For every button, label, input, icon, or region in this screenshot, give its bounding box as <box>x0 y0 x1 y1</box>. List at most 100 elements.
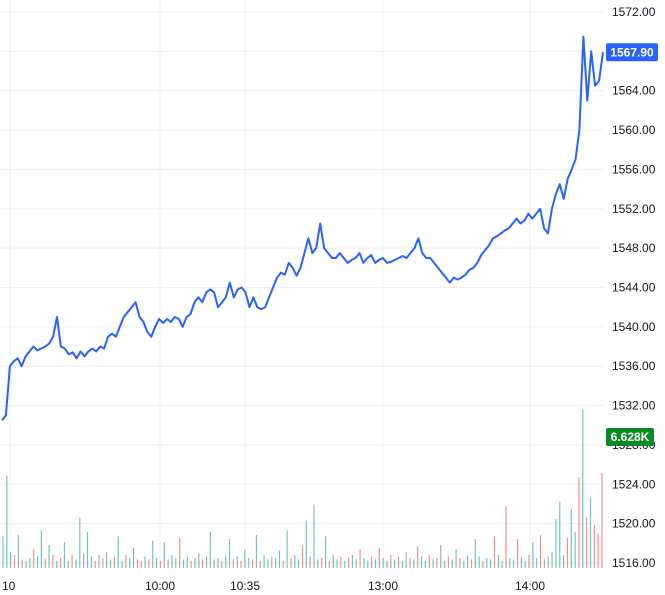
volume-bar <box>443 560 446 568</box>
volume-bar <box>539 534 542 568</box>
volume-bar <box>524 560 526 568</box>
volume-bar <box>390 555 392 568</box>
volume-bar <box>6 475 8 568</box>
volume-bar <box>340 556 342 568</box>
volume-bar <box>86 532 89 568</box>
y-tick-label: 1536.00 <box>612 359 656 373</box>
volume-bar <box>336 559 338 568</box>
volume-bar <box>455 549 457 568</box>
volume-bar <box>551 552 553 568</box>
volume-bar <box>25 560 27 568</box>
volume-bar <box>317 559 319 568</box>
volume-bars <box>2 409 603 568</box>
volume-bar <box>301 544 304 568</box>
volume-bar <box>271 556 273 568</box>
volume-bar <box>589 497 592 568</box>
volume-bar <box>221 560 223 568</box>
price-line <box>1 35 604 421</box>
volume-bar <box>378 547 380 568</box>
volume-bar <box>21 559 23 568</box>
volume-bar <box>102 557 104 568</box>
volume-bar <box>186 556 188 568</box>
volume-bar <box>182 559 185 568</box>
volume-bar <box>447 556 450 568</box>
volume-bar <box>152 540 154 568</box>
volume-bar <box>313 504 315 568</box>
volume-bar <box>10 552 12 568</box>
volume-bar <box>121 560 123 568</box>
volume-bar <box>520 556 522 568</box>
volume-bar <box>321 557 323 568</box>
volume-bar <box>71 555 73 568</box>
y-tick-label: 1520.00 <box>612 517 656 531</box>
volume-bar <box>13 555 16 568</box>
volume-bar <box>179 537 181 568</box>
volume-bar <box>79 517 81 568</box>
volume-bar <box>482 560 484 568</box>
volume-bar <box>83 553 85 568</box>
volume-bar <box>232 559 234 568</box>
y-tick-label: 1524.00 <box>612 477 656 491</box>
volume-bar <box>59 557 62 568</box>
volume-bar <box>2 536 4 568</box>
volume-bar <box>593 524 595 568</box>
volume-bar <box>374 559 377 568</box>
volume-bar <box>209 532 211 568</box>
volume-bar <box>543 559 546 568</box>
y-tick-label: 1516.00 <box>612 556 656 570</box>
volume-bar <box>355 559 357 568</box>
volume-bar <box>555 519 557 568</box>
y-axis[interactable]: 1572.001568.001564.001560.001556.001552.… <box>612 5 656 570</box>
volume-bar <box>248 557 250 568</box>
volume-bar <box>574 532 576 568</box>
last-volume-badge: 6.628K <box>606 428 654 446</box>
volume-bar <box>282 560 284 568</box>
y-tick-label: 1540.00 <box>612 320 656 334</box>
volume-bar <box>163 542 165 568</box>
volume-bar <box>52 555 54 568</box>
x-axis[interactable]: 10 10:00 10:35 13:00 14:00 <box>2 579 545 593</box>
volume-bar <box>240 560 242 568</box>
volume-bar <box>528 555 530 568</box>
volume-bar <box>194 557 196 568</box>
volume-bar <box>286 530 288 568</box>
volume-bar <box>509 557 511 568</box>
volume-bar <box>113 556 115 568</box>
volume-bar <box>117 536 119 568</box>
volume-bar <box>436 557 438 568</box>
volume-bar <box>493 536 496 568</box>
volume-bar <box>409 557 411 568</box>
volume-bar <box>501 560 503 568</box>
last-price-badge: 1567.90 <box>606 43 658 62</box>
volume-bar <box>144 556 146 568</box>
volume-bar <box>225 555 227 568</box>
volume-bar <box>202 559 204 568</box>
volume-bar <box>386 560 388 568</box>
volume-bar <box>136 559 138 568</box>
y-tick-label: 1548.00 <box>612 241 656 255</box>
volume-bar <box>570 508 572 568</box>
volume-bar <box>198 553 200 568</box>
volume-bar <box>171 555 173 568</box>
volume-bar <box>132 547 135 568</box>
volume-bar <box>263 555 265 568</box>
volume-bar <box>467 555 469 568</box>
volume-bar <box>532 542 534 568</box>
volume-bar <box>167 559 169 568</box>
volume-bar <box>29 557 31 568</box>
volume-bar <box>586 517 588 568</box>
volume-bar <box>432 559 434 568</box>
volume-bar <box>382 557 384 568</box>
volume-bar <box>90 556 92 568</box>
volume-bar <box>190 560 192 568</box>
y-tick-label: 1552.00 <box>612 202 656 216</box>
volume-bar <box>486 557 488 568</box>
volume-bar <box>94 560 96 568</box>
volume-bar <box>440 544 442 568</box>
x-tick-label: 10 <box>2 579 16 593</box>
x-tick-label: 10:35 <box>230 579 260 593</box>
volume-bar <box>44 559 46 568</box>
volume-bar <box>324 536 327 568</box>
volume-bar <box>394 559 396 568</box>
